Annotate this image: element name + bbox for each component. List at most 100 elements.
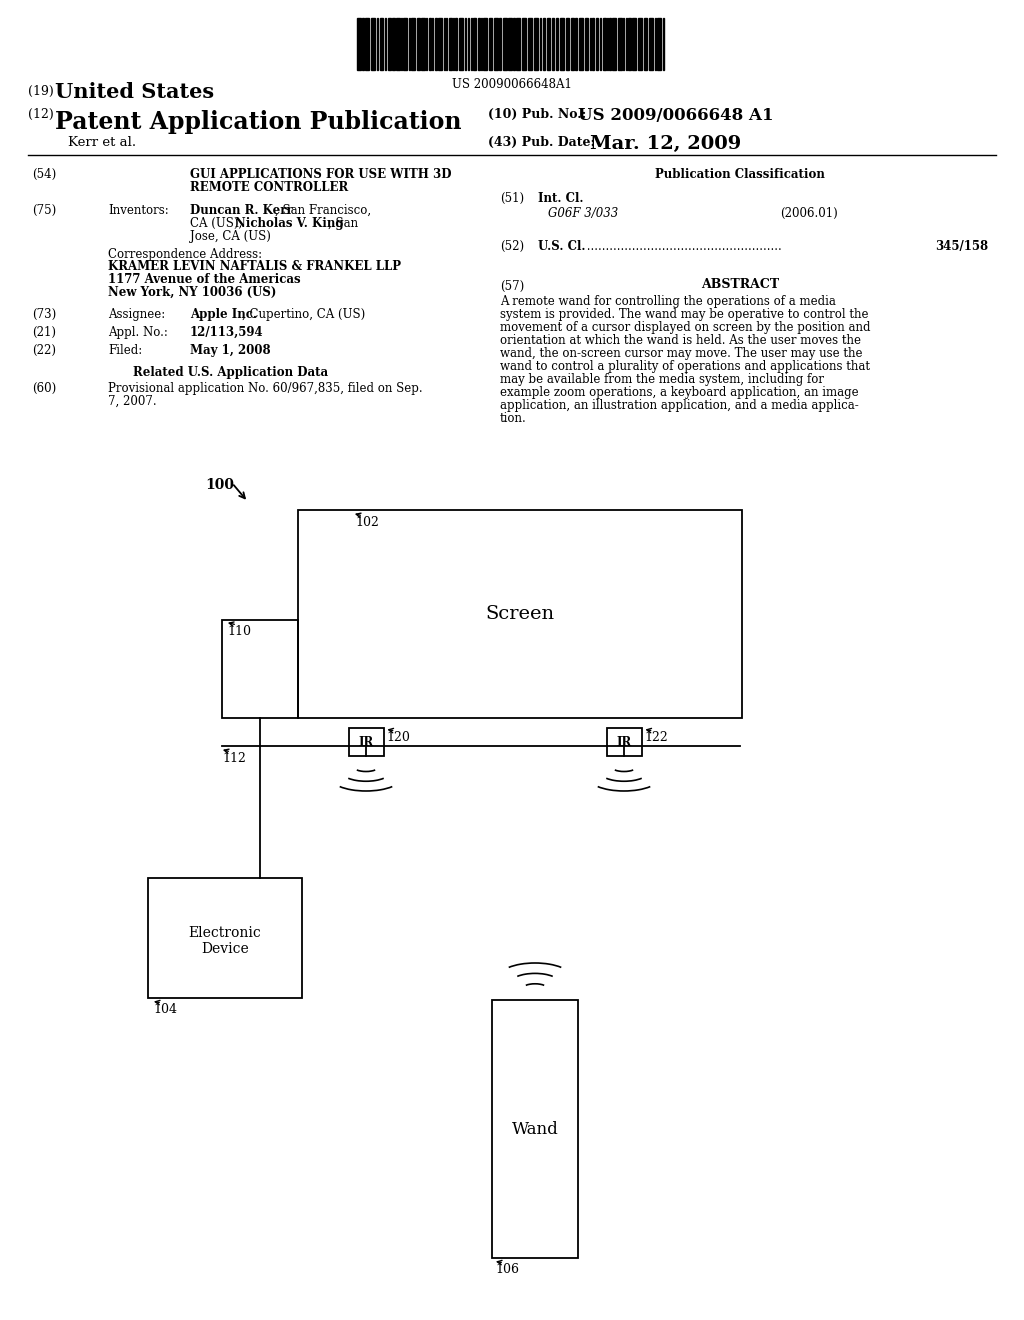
Text: wand to control a plurality of operations and applications that: wand to control a plurality of operation… (500, 360, 870, 374)
Text: (43) Pub. Date:: (43) Pub. Date: (488, 136, 595, 149)
Text: Patent Application Publication: Patent Application Publication (55, 110, 462, 135)
Text: Filed:: Filed: (108, 345, 142, 356)
Text: 104: 104 (153, 1003, 177, 1016)
Text: 110: 110 (227, 624, 251, 638)
Text: (73): (73) (32, 308, 56, 321)
Bar (473, 18, 476, 70)
Text: (22): (22) (32, 345, 56, 356)
Text: 102: 102 (355, 516, 379, 529)
Text: Provisional application No. 60/967,835, filed on Sep.: Provisional application No. 60/967,835, … (108, 381, 423, 395)
Text: tion.: tion. (500, 412, 526, 425)
Bar (494, 18, 498, 70)
Text: Int. Cl.: Int. Cl. (538, 191, 584, 205)
Text: , Cupertino, CA (US): , Cupertino, CA (US) (242, 308, 366, 321)
Text: A remote wand for controlling the operations of a media: A remote wand for controlling the operat… (500, 294, 836, 308)
Bar (516, 18, 520, 70)
Text: US 2009/0066648 A1: US 2009/0066648 A1 (578, 107, 773, 124)
Text: Inventors:: Inventors: (108, 205, 169, 216)
Text: 100: 100 (205, 478, 234, 492)
Bar (649, 18, 653, 70)
Text: New York, NY 10036 (US): New York, NY 10036 (US) (108, 286, 276, 300)
Bar (429, 18, 431, 70)
Text: G06F 3/033: G06F 3/033 (548, 207, 618, 220)
Bar (575, 18, 577, 70)
Bar (449, 18, 452, 70)
Bar (435, 18, 437, 70)
Bar (371, 18, 375, 70)
Text: system is provided. The wand may be operative to control the: system is provided. The wand may be oper… (500, 308, 868, 321)
Bar (571, 18, 574, 70)
Bar (222, 620, 298, 718)
Text: (54): (54) (32, 168, 56, 181)
Bar (603, 18, 606, 70)
Bar (148, 878, 302, 998)
Bar (596, 18, 598, 70)
Bar (492, 1001, 578, 1258)
Text: 106: 106 (495, 1263, 519, 1276)
Bar (534, 18, 538, 70)
Text: May 1, 2008: May 1, 2008 (190, 345, 270, 356)
Text: Appl. No.:: Appl. No.: (108, 326, 168, 339)
Bar (417, 18, 420, 70)
Text: Screen: Screen (485, 605, 555, 623)
Bar (503, 18, 507, 70)
Text: Kerr et al.: Kerr et al. (68, 136, 136, 149)
Bar (438, 18, 442, 70)
Text: IR: IR (358, 735, 374, 748)
Text: 1177 Avenue of the Americas: 1177 Avenue of the Americas (108, 273, 301, 286)
Text: Device: Device (201, 942, 249, 956)
Bar (612, 18, 616, 70)
Bar (396, 18, 400, 70)
Bar (606, 729, 641, 756)
Text: 112: 112 (222, 752, 246, 766)
Bar (357, 18, 361, 70)
Bar (489, 18, 492, 70)
Text: United States: United States (55, 82, 214, 102)
Bar (365, 18, 369, 70)
Text: Jose, CA (US): Jose, CA (US) (190, 230, 271, 243)
Bar (403, 18, 407, 70)
Bar (421, 18, 425, 70)
Bar (543, 18, 545, 70)
Text: Correspondence Address:: Correspondence Address: (108, 248, 262, 261)
Text: Duncan R. Kerr: Duncan R. Kerr (190, 205, 293, 216)
Text: ....................................................: ........................................… (583, 240, 781, 253)
Bar (411, 18, 415, 70)
Text: 120: 120 (386, 731, 411, 744)
Bar (628, 18, 631, 70)
Text: Apple Inc.: Apple Inc. (190, 308, 257, 321)
Text: ABSTRACT: ABSTRACT (701, 279, 779, 290)
Bar (657, 18, 662, 70)
Text: (19): (19) (28, 84, 53, 98)
Bar (388, 18, 391, 70)
Text: example zoom operations, a keyboard application, an image: example zoom operations, a keyboard appl… (500, 385, 859, 399)
Text: (60): (60) (32, 381, 56, 395)
Text: Electronic: Electronic (188, 927, 261, 940)
Text: US 20090066648A1: US 20090066648A1 (452, 78, 572, 91)
Bar (455, 18, 457, 70)
Text: (12): (12) (28, 108, 53, 121)
Text: CA (US);: CA (US); (190, 216, 246, 230)
Text: Wand: Wand (512, 1121, 558, 1138)
Text: U.S. Cl.: U.S. Cl. (538, 240, 586, 253)
Text: 12/113,594: 12/113,594 (190, 326, 263, 339)
Text: , San Francisco,: , San Francisco, (275, 205, 371, 216)
Text: (75): (75) (32, 205, 56, 216)
Text: KRAMER LEVIN NAFTALIS & FRANKEL LLP: KRAMER LEVIN NAFTALIS & FRANKEL LLP (108, 260, 401, 273)
Bar (632, 18, 636, 70)
Text: IR: IR (616, 735, 632, 748)
Text: orientation at which the wand is held. As the user moves the: orientation at which the wand is held. A… (500, 334, 861, 347)
Bar (638, 18, 642, 70)
Text: (21): (21) (32, 326, 56, 339)
Bar (528, 18, 532, 70)
Text: REMOTE CONTROLLER: REMOTE CONTROLLER (190, 181, 348, 194)
Text: wand, the on-screen cursor may move. The user may use the: wand, the on-screen cursor may move. The… (500, 347, 862, 360)
Text: (57): (57) (500, 280, 524, 293)
Bar (478, 18, 480, 70)
Text: , San: , San (328, 216, 358, 230)
Bar (547, 18, 550, 70)
Text: Assignee:: Assignee: (108, 308, 165, 321)
Bar (499, 18, 501, 70)
Bar (609, 18, 611, 70)
Bar (298, 510, 742, 718)
